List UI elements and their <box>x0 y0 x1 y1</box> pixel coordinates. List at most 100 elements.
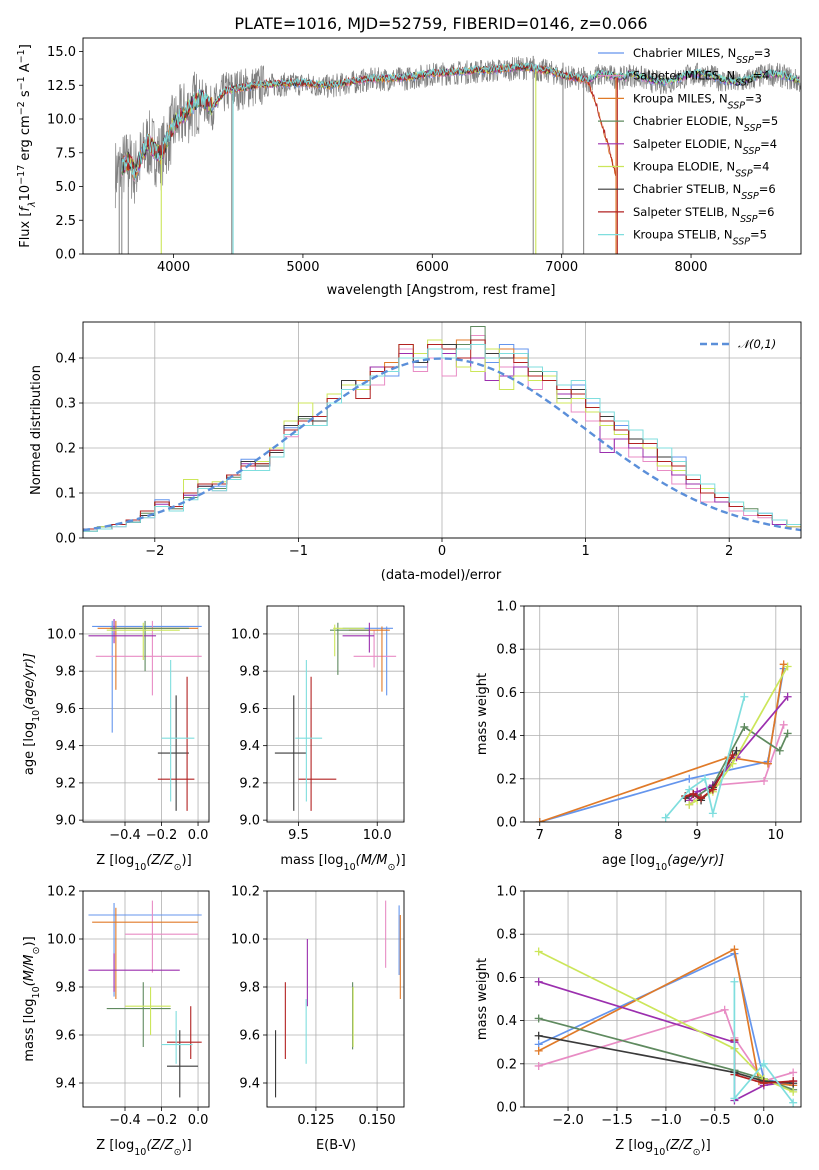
spectrum-panel: 4000 5000 6000 7000 8000 0.0 2.5 5.0 7.5 10.0 12.5… <box>47 37 802 275</box>
mass-ebv-panel-grid <box>267 890 404 1107</box>
mass-weight-marker <box>759 1079 768 1088</box>
spectrum-legend-label-part: SSP <box>744 123 762 134</box>
mw-age-panel-grid <box>524 605 801 823</box>
spectrum-y-label-part: −17 <box>16 165 27 185</box>
spectrum-panel-x-tick-label: 7000 <box>545 260 578 275</box>
mass-weight-marker <box>789 1077 798 1086</box>
mass-z-y-label-part: (M/M <box>22 954 37 986</box>
spectrum-title: PLATE=1016, MJD=52759, FIBERID=0146, z=0… <box>234 14 647 33</box>
spectrum-legend-label-part: Kroupa ELODIE, N <box>633 160 735 174</box>
mw-z-x-label-part: (Z/Z <box>665 1138 693 1153</box>
mass-ebv-panel-y-tick-label: 9.8 <box>239 981 260 996</box>
spectrum-legend-label-part: Chabrier MILES, N <box>633 46 736 60</box>
age-mass-x-label-part: mass [log <box>280 853 343 868</box>
mass-z-panel-y-tick-label: 9.4 <box>55 1077 76 1092</box>
spectrum-legend-label-part: Chabrier STELIB, N <box>633 182 741 196</box>
mass-weight-marker <box>685 785 694 794</box>
mw-age-panel-x-tick-label: 7 <box>536 828 544 843</box>
spectrum-legend-label-part: SSP <box>735 77 753 88</box>
data-spectrum-line <box>114 56 801 209</box>
spectrum-legend-label-part: SSP <box>735 168 753 179</box>
age-z-x-label-part: )] <box>182 853 192 868</box>
mass-z-panel-y-tick-label: 10.2 <box>47 885 76 900</box>
mass-ebv-panel-x-tick-label: 0.150 <box>358 1113 395 1128</box>
age-mass-panel-x-tick-label: 9.5 <box>288 828 309 843</box>
model-spectrum-line <box>121 62 800 179</box>
mass-weight-marker <box>689 789 698 798</box>
spectrum-y-label-part: −1 <box>16 49 27 63</box>
mw-z-panel-y-tick-label: 0.4 <box>496 1014 517 1029</box>
mass-weight-marker <box>708 809 717 818</box>
mw-z-x-label: Z [log10(Z/Z⊙)] <box>615 1138 710 1158</box>
mass-z-y-label-part: )] <box>22 936 37 946</box>
mw-z-panel-x-tick-label: −0.5 <box>699 1113 731 1128</box>
spectrum-panel-x-tick-label: 8000 <box>674 260 707 275</box>
spectrum-panel-x-tick-label: 6000 <box>416 260 449 275</box>
age-mass-panel-y-tick-label: 9.6 <box>239 702 260 717</box>
residuals-panel-x-tick-label: 2 <box>725 544 733 559</box>
mass-z-x-label-part: 10 <box>134 1147 146 1158</box>
spectrum-legend-label-part: SSP <box>743 145 761 156</box>
age-z-panel: −0.4 −0.2 0.0 9.0 9.2 9.4 9.6 9.8 10.0 <box>47 605 210 843</box>
age-z-panel-x-tick-label: −0.2 <box>146 828 178 843</box>
mw-z-x-label-part: 10 <box>653 1147 665 1158</box>
mass-z-panel-x-tick-label: 0.0 <box>188 1113 209 1128</box>
spectrum-panel-y-tick-label: 10.0 <box>47 113 76 128</box>
age-z-panel-plot-area <box>88 619 202 811</box>
mass-ebv-panel-y-tick-label: 9.6 <box>239 1029 260 1044</box>
spectrum-panel-y-tick-label: 5.0 <box>55 180 76 195</box>
spectrum-y-label-part: 10 <box>18 185 33 202</box>
age-mass-panel-frame <box>266 605 405 823</box>
spectrum-legend-label-part: =6 <box>759 182 776 196</box>
mass-weight-marker <box>535 818 544 822</box>
age-mass-panel-y-tick-label: 9.4 <box>239 739 260 754</box>
age-z-x-label: Z [log10(Z/Z⊙)] <box>96 853 191 873</box>
age-mass-x-label-part: (M/M <box>356 853 388 868</box>
mass-weight-marker <box>661 813 670 822</box>
spectrum-y-label-part: erg cm <box>18 115 33 164</box>
age-z-x-label-part: (Z/Z <box>146 853 174 868</box>
residuals-panel-plot-area <box>83 326 801 532</box>
spectrum-y-label-part: Flux [ <box>18 212 33 248</box>
mass-z-panel-frame <box>82 890 210 1108</box>
spectrum-legend-label-part: Kroupa MILES, N <box>633 91 728 105</box>
spectrum-panel-plot-area <box>114 55 801 254</box>
age-z-x-label-part: Z [log <box>96 853 134 868</box>
mass-z-x-label-part: Z [log <box>96 1138 134 1153</box>
mass-z-x-label-part: ⊙ <box>174 1147 182 1158</box>
mw-age-x-label-part: age [log <box>602 853 655 868</box>
mass-z-panel-y-tick-label: 9.8 <box>55 981 76 996</box>
mw-age-panel-plot-area <box>535 660 792 822</box>
spectrum-legend-label: Salpeter MILES, NSSP=4 <box>633 69 770 89</box>
mass-weight-marker <box>685 774 694 783</box>
mass-weight-marker <box>760 776 769 785</box>
mass-z-panel-y-tick-label: 10.0 <box>47 933 76 948</box>
mass-weight-marker <box>697 794 706 803</box>
mw-z-panel-frame <box>523 890 802 1108</box>
residuals-panel: −2 −1 0 1 2 0.0 0.1 0.2 0.3 0.4 <box>55 321 802 559</box>
spectrum-y-label: Flux [fλ10−17 erg cm−2 s−1 A−1] <box>16 44 38 248</box>
age-mass-panel: 9.5 10.0 9.0 9.2 9.4 9.6 9.8 10.0 <box>231 605 405 843</box>
mass-weight-marker <box>732 746 741 755</box>
spectrum-legend-label-part: SSP <box>728 100 746 111</box>
age-mass-x-label: mass [log10(M/M⊙)] <box>280 853 405 873</box>
mass-weight-marker <box>534 1061 543 1070</box>
mw-age-panel-y-tick-label: 0.2 <box>496 772 517 787</box>
spectrum-x-label: wavelength [Angstrom, rest frame] <box>327 283 556 298</box>
spectrum-legend-label-part: Kroupa STELIB, N <box>633 228 733 242</box>
mass-weight-marker <box>730 945 739 954</box>
mw-z-panel-y-tick-label: 0.8 <box>496 928 517 943</box>
age-z-panel-y-tick-label: 10.0 <box>47 627 76 642</box>
residuals-panel-x-tick-label: −1 <box>289 544 308 559</box>
spectrum-legend-label-part: Salpeter ELODIE, N <box>633 137 743 151</box>
spectrum-legend-label-part: SSP <box>740 213 758 224</box>
mass-ebv-panel-y-tick-label: 10.2 <box>231 885 260 900</box>
spectrum-legend-label: Salpeter STELIB, NSSP=6 <box>633 205 774 225</box>
mass-ebv-panel-y-tick-label: 9.4 <box>239 1077 260 1092</box>
residuals-panel-frame <box>82 321 802 539</box>
mw-z-x-label-part: Z [log <box>615 1138 653 1153</box>
residuals-panel-y-tick-label: 0.3 <box>55 397 76 412</box>
mass-z-y-label-part: mass [log <box>22 998 37 1061</box>
spectrum-legend-label: Chabrier STELIB, NSSP=6 <box>633 182 776 202</box>
age-mass-panel-x-tick-label: 10.0 <box>363 828 392 843</box>
